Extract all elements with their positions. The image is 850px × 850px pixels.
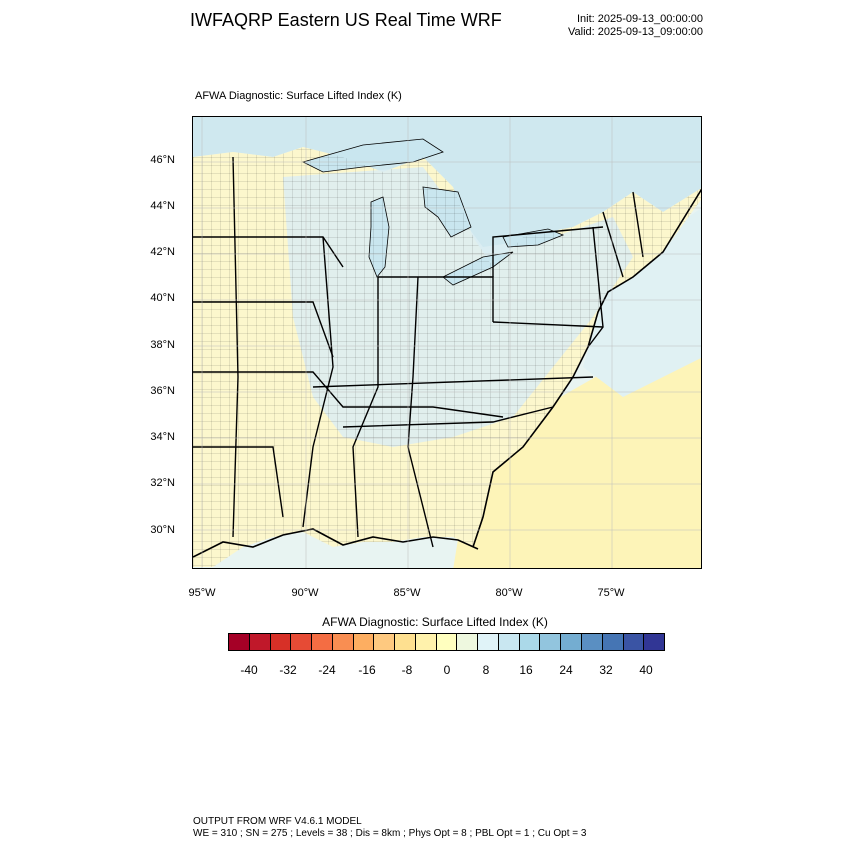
colorbar-label: 24 [559, 663, 573, 677]
colorbar-swatch-9 [415, 634, 437, 650]
colorbar-label: -32 [279, 663, 297, 677]
colorbar-swatch-13 [498, 634, 520, 650]
colorbar [228, 633, 665, 651]
colorbar-swatch-15 [540, 634, 562, 650]
lat-label-46n: 46°N [150, 154, 175, 166]
colorbar-swatch-2 [270, 634, 292, 650]
colorbar-swatch-17 [582, 634, 603, 650]
colorbar-label: 40 [639, 663, 653, 677]
lat-label-30n: 30°N [150, 524, 175, 536]
coastlines [193, 188, 701, 558]
state-boundaries [193, 156, 644, 548]
colorbar-swatch-4 [312, 634, 333, 650]
lon-label-75w: 75°W [597, 587, 625, 599]
init-time: Init: 2025-09-13_00:00:00 [577, 13, 703, 25]
colorbar-swatch-19 [623, 634, 645, 650]
colorbar-title: AFWA Diagnostic: Surface Lifted Index (K… [322, 615, 548, 629]
colorbar-swatch-5 [332, 634, 354, 650]
colorbar-swatch-8 [395, 634, 416, 650]
lon-label-95w: 95°W [188, 587, 216, 599]
footer-model-info: OUTPUT FROM WRF V4.6.1 MODEL [193, 816, 362, 827]
valid-time: Valid: 2025-09-13_09:00:00 [568, 26, 703, 38]
map-svg [193, 117, 701, 568]
map-panel [192, 116, 702, 569]
colorbar-swatch-11 [457, 634, 479, 650]
colorbar-label: 0 [443, 663, 451, 677]
ocean-mid [583, 208, 701, 397]
colorbar-swatch-6 [353, 634, 375, 650]
colorbar-swatch-20 [644, 634, 665, 650]
ocean-south [453, 347, 701, 568]
colorbar-label: -24 [318, 663, 336, 677]
colorbar-swatch-1 [249, 634, 271, 650]
footer-run-config: WE = 310 ; SN = 275 ; Levels = 38 ; Dis … [193, 828, 587, 839]
lat-label-38n: 38°N [150, 339, 175, 351]
colorbar-swatch-18 [602, 634, 624, 650]
lat-label-34n: 34°N [150, 431, 175, 443]
colorbar-label: -8 [401, 663, 413, 677]
lon-label-85w: 85°W [393, 587, 421, 599]
lat-label-32n: 32°N [150, 477, 175, 489]
map-subtitle: AFWA Diagnostic: Surface Lifted Index (K… [195, 90, 402, 102]
main-title: IWFAQRP Eastern US Real Time WRF [190, 10, 502, 30]
colorbar-label: -40 [240, 663, 258, 677]
colorbar-swatch-3 [291, 634, 313, 650]
colorbar-swatch-10 [436, 634, 458, 650]
lat-label-36n: 36°N [150, 385, 175, 397]
colorbar-swatch-14 [519, 634, 541, 650]
graticule [193, 117, 701, 568]
colorbar-swatch-12 [478, 634, 499, 650]
colorbar-label: 32 [599, 663, 613, 677]
colorbar-swatch-16 [561, 634, 583, 650]
county-boundaries [193, 147, 701, 567]
lat-label-44n: 44°N [150, 200, 175, 212]
lon-label-90w: 90°W [291, 587, 319, 599]
colorbar-label: 8 [482, 663, 490, 677]
colorbar-swatch-0 [229, 634, 250, 650]
lat-label-42n: 42°N [150, 246, 175, 258]
colorbar-label: -16 [358, 663, 376, 677]
lat-label-40n: 40°N [150, 292, 175, 304]
lon-label-80w: 80°W [495, 587, 523, 599]
canada-region [193, 117, 701, 267]
colorbar-label: 16 [519, 663, 533, 677]
colorbar-swatch-7 [374, 634, 396, 650]
